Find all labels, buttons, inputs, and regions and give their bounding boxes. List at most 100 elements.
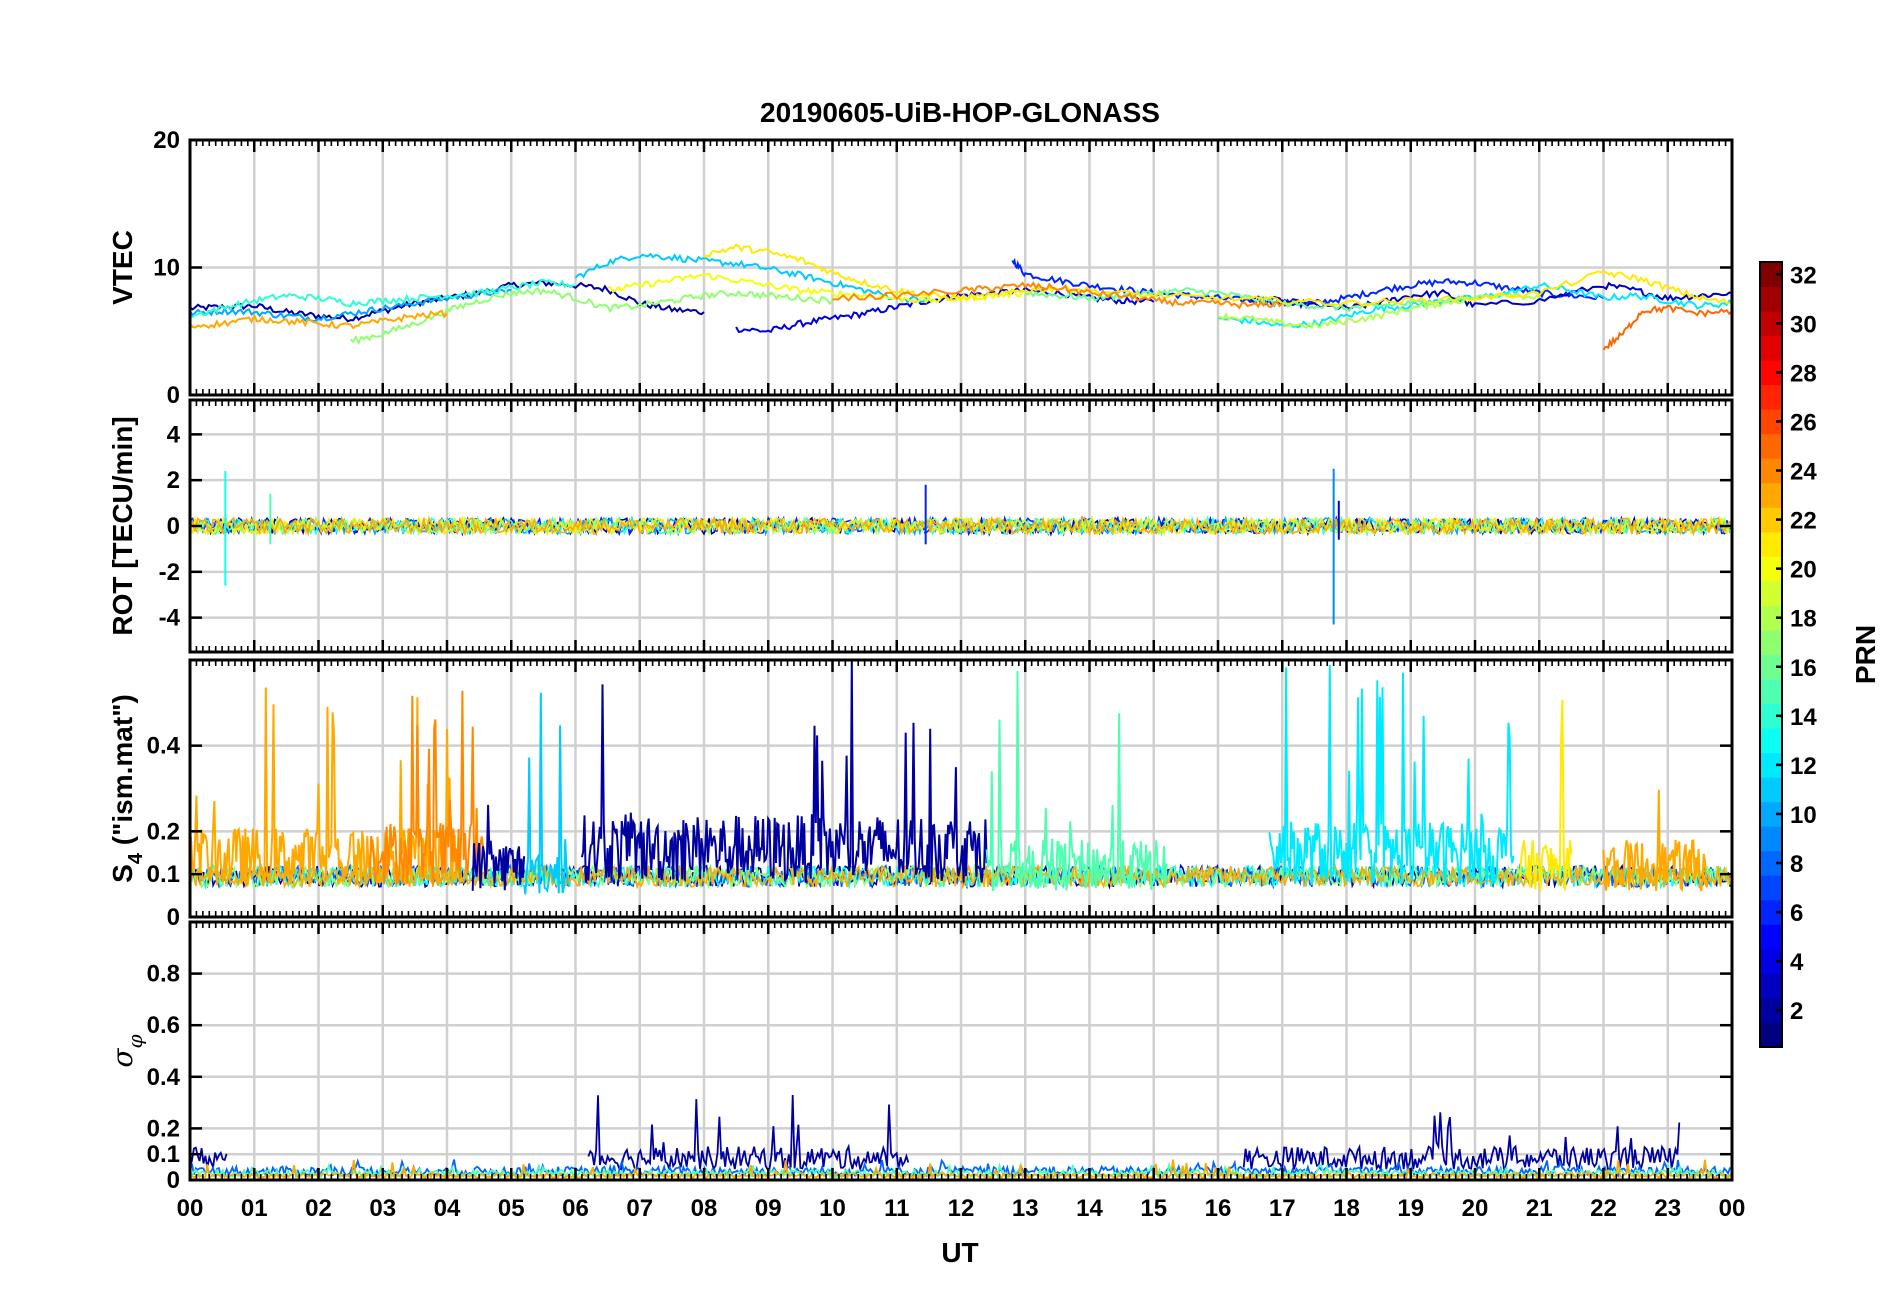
s4-line-prn-21	[1519, 699, 1573, 892]
colorbar-tick-label: 4	[1790, 949, 1804, 976]
grid-sigma	[188, 922, 1734, 1182]
panel-vtec: 0 10 20 VTEC	[107, 127, 1734, 409]
x-tick-label: 15	[1140, 1195, 1167, 1222]
y-tick-label: 0.6	[147, 1012, 180, 1039]
s4-line-prn-2	[580, 660, 988, 883]
colorbar-tick-label: 10	[1790, 802, 1817, 829]
rot-line-prn-23	[190, 515, 1732, 537]
colorbar-segment	[1760, 335, 1782, 361]
colorbar-segment	[1760, 384, 1782, 410]
panel-s4: 00.10.20.4S4 ("ism.mat")	[107, 658, 1734, 931]
y-tick-label: -2	[159, 559, 180, 586]
colorbar-tick-label: 30	[1790, 311, 1817, 338]
y-tick-label: 4	[167, 421, 181, 448]
y-axis-label-main: S	[107, 864, 138, 883]
y-axis-label-sigma: σφ	[106, 1034, 147, 1067]
x-tick-label: 19	[1397, 1195, 1424, 1222]
panel-sigma: 00.10.2 0.4 0.6 0.8 σφ	[106, 920, 1734, 1194]
colorbar-segment	[1760, 1022, 1782, 1048]
x-tick-label: 07	[626, 1195, 653, 1222]
y-tick-label: 0.2	[147, 818, 180, 845]
vtec-line-prn-14	[190, 278, 576, 319]
sigma-line-prn-2	[1242, 1112, 1681, 1173]
ticks-vtec: 0 10 20	[153, 127, 1734, 409]
colorbar-segment	[1760, 899, 1782, 925]
x-tick-label: 03	[369, 1195, 396, 1222]
x-tick-label: 20	[1462, 1195, 1489, 1222]
x-tick-label: 13	[1012, 1195, 1039, 1222]
colorbar-segment	[1760, 629, 1782, 655]
x-tick-label: 23	[1654, 1195, 1681, 1222]
colorbar-segment	[1760, 286, 1782, 312]
series-s4	[190, 660, 1731, 895]
ticks-s4: 0 0.1 0.2 0.4	[147, 660, 1734, 931]
x-tick-label: 02	[305, 1195, 332, 1222]
colorbar-tick-label: 6	[1790, 900, 1803, 927]
x-tick-labels: 00 01 02 03 04 05 06 07 08 09 10 11 12 13 14 15 16 17 18 19…	[177, 1195, 1746, 1222]
x-tick-label: 18	[1333, 1195, 1360, 1222]
y-tick-label: 0.4	[147, 1064, 181, 1091]
colorbar-tick-label: 18	[1790, 606, 1817, 633]
x-tick-label: 01	[241, 1195, 268, 1222]
x-tick-label: 06	[562, 1195, 589, 1222]
colorbar-tick-label: 32	[1790, 262, 1817, 289]
y-axis-label-rot: ROT [TECU/min]	[107, 416, 138, 635]
sigma-line-prn-2	[190, 1146, 228, 1171]
vtec-line-prn-25	[1602, 304, 1732, 351]
vtec-line-prn-17	[349, 287, 834, 346]
colorbar-segment	[1760, 262, 1782, 288]
x-tick-label: 09	[755, 1195, 782, 1222]
x-tick-label: 04	[434, 1195, 461, 1222]
ticks-rot: -4 -2 0 2 4	[159, 400, 1734, 652]
colorbar-segment	[1760, 531, 1782, 557]
y-tick-label: 0	[167, 382, 180, 409]
x-tick-label: 21	[1526, 1195, 1553, 1222]
colorbar-tick-label: 24	[1790, 459, 1817, 486]
vtec-line-prn-24	[832, 281, 1284, 310]
y-tick-label: 0.2	[147, 1115, 180, 1142]
colorbar-segment	[1760, 654, 1782, 680]
colorbar-segment	[1760, 948, 1782, 974]
s4-line-prn-15	[985, 670, 1168, 892]
colorbar-segment	[1760, 997, 1782, 1023]
colorbar-tick-label: 28	[1790, 360, 1817, 387]
colorbar-segment	[1760, 679, 1782, 705]
x-tick-label: 11	[884, 1195, 909, 1222]
y-tick-label: 0.1	[147, 861, 180, 888]
x-axis-label: UT	[941, 1237, 978, 1268]
y-tick-label: 10	[153, 255, 180, 282]
colorbar-segment	[1760, 777, 1782, 803]
colorbar-tick-label: 20	[1790, 557, 1817, 584]
y-tick-label: -4	[159, 605, 181, 632]
x-tick-label: 14	[1076, 1195, 1103, 1222]
colorbar-tick-label: 26	[1790, 409, 1817, 436]
colorbar-label: PRN	[1850, 625, 1881, 684]
colorbar-segment	[1760, 752, 1782, 778]
y-tick-label: 0.8	[147, 961, 180, 988]
s4-line-prn-24	[368, 690, 486, 886]
s4-line-prn-23	[1602, 789, 1708, 893]
s4-line-prn-12	[1268, 664, 1515, 886]
series-vtec	[190, 243, 1732, 351]
colorbar-tick-label: 12	[1790, 753, 1817, 780]
colorbar-segment	[1760, 728, 1782, 754]
y-axis-label-rest: ("ism.mat")	[107, 694, 138, 853]
ticks-sigma: 00.10.2 0.4 0.6 0.8	[147, 922, 1734, 1194]
vtec-line-prn-20	[607, 272, 1026, 304]
colorbar-frame	[1759, 261, 1783, 1048]
sigma-line-prn-2	[587, 1094, 910, 1171]
y-tick-label: 0	[167, 904, 180, 931]
colorbar-segment	[1760, 433, 1782, 459]
x-tick-label: 16	[1205, 1195, 1232, 1222]
colorbar-tick-label: 14	[1790, 704, 1817, 731]
y-axis-label-main: σ	[106, 1048, 139, 1068]
colorbar-segment	[1760, 409, 1782, 435]
colorbar-segment	[1760, 580, 1782, 606]
x-tick-label: 00	[1719, 1195, 1746, 1222]
vtec-line-prn-10	[190, 288, 512, 323]
x-tick-label: 12	[948, 1195, 975, 1222]
chart-title: 20190605-UiB-HOP-GLONASS	[760, 97, 1160, 128]
y-tick-label: 0	[167, 1167, 180, 1194]
x-tick-label: 05	[498, 1195, 525, 1222]
